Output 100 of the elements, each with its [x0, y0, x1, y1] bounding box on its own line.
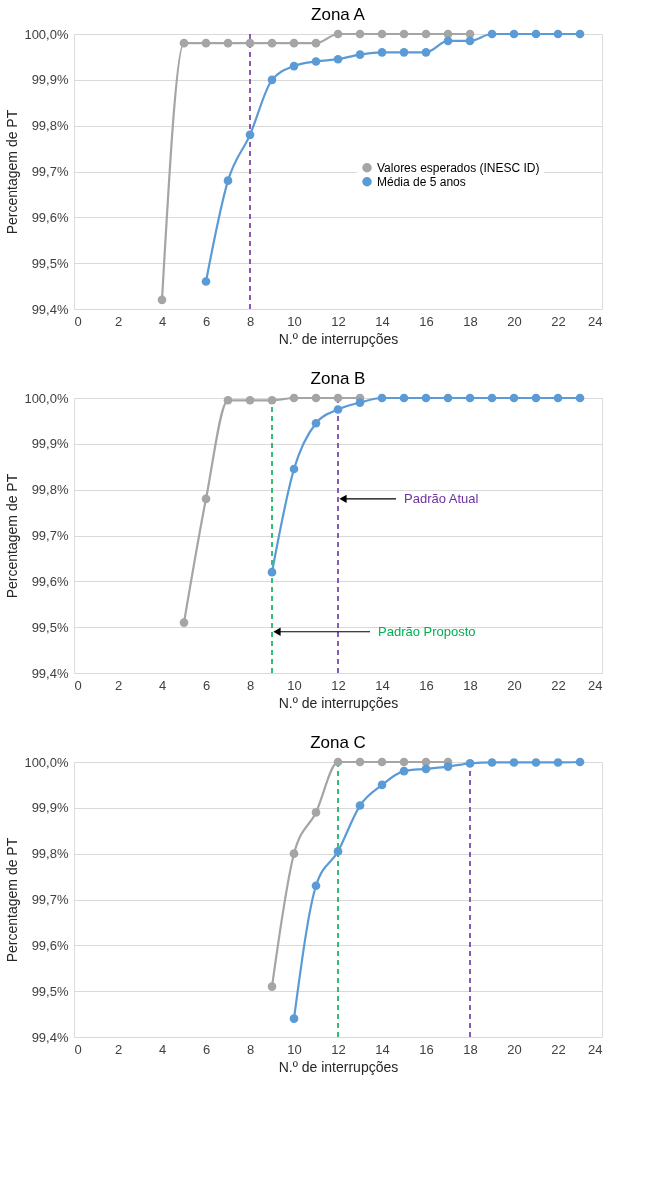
x-tick-label: 12	[331, 313, 346, 329]
x-tick-label: 0	[74, 677, 82, 693]
point	[179, 38, 189, 48]
x-tick-label: 4	[158, 677, 167, 693]
point	[289, 1014, 299, 1023]
y-tick-label: 99,7%	[31, 164, 69, 179]
x-tick-label: 20	[507, 313, 522, 329]
y-tick-label: 99,4%	[31, 301, 69, 317]
annotation: Padrão Proposto	[378, 623, 476, 639]
point	[443, 36, 453, 46]
y-tick-label: 99,9%	[31, 436, 69, 452]
x-tick-label: 0	[74, 1041, 82, 1057]
point	[267, 567, 277, 577]
point	[377, 780, 387, 790]
y-tick-label: 99,6%	[31, 573, 69, 589]
point	[487, 758, 497, 767]
x-tick-label: 14	[375, 313, 390, 329]
x-axis-title: N.º de interrupções	[278, 694, 399, 711]
point	[531, 758, 541, 767]
y-axis-title: Percentagem de PT	[4, 109, 21, 235]
y-tick-label: 99,8%	[31, 482, 69, 498]
y-tick-label: 99,5%	[31, 619, 69, 635]
y-tick-label: 99,9%	[31, 800, 69, 816]
y-tick-label: 99,4%	[31, 1029, 69, 1045]
point	[333, 54, 343, 64]
y-tick-label: 99,5%	[31, 255, 69, 271]
point	[223, 395, 233, 405]
point	[201, 277, 211, 286]
x-tick-label: 18	[463, 1041, 478, 1057]
point	[399, 48, 409, 57]
x-tick-label: 16	[419, 1041, 434, 1057]
annotation: Padrão Atual	[404, 490, 479, 506]
x-tick-label: 10	[287, 313, 302, 329]
x-tick-label: 24	[588, 313, 603, 329]
x-tick-label: 6	[202, 1041, 211, 1057]
point	[509, 758, 519, 767]
y-tick-label: 99,4%	[31, 665, 69, 681]
point	[245, 38, 255, 48]
y-tick-label: 99,6%	[31, 209, 69, 225]
point	[311, 418, 321, 428]
point	[223, 176, 233, 185]
x-tick-label: 20	[507, 677, 522, 693]
x-tick-label: 14	[375, 677, 390, 693]
point	[179, 618, 189, 627]
point	[157, 295, 167, 305]
point	[267, 75, 277, 85]
chart-title: Zona C	[310, 733, 366, 752]
point	[267, 982, 277, 991]
y-tick-label: 99,6%	[31, 937, 69, 953]
x-tick-label: 12	[331, 677, 346, 693]
x-tick-label: 6	[202, 677, 211, 693]
point	[355, 398, 365, 407]
y-tick-label: 99,5%	[31, 983, 69, 999]
point	[289, 38, 299, 48]
point	[289, 61, 299, 71]
point	[201, 38, 211, 48]
y-tick-label: 100,0%	[24, 26, 69, 42]
x-tick-label: 10	[287, 677, 302, 693]
y-axis-title: Percentagem de PT	[4, 473, 21, 599]
point	[377, 48, 387, 57]
y-tick-label: 100,0%	[24, 754, 69, 770]
point	[421, 48, 431, 57]
point	[245, 395, 255, 405]
point	[443, 762, 453, 771]
x-tick-label: 6	[202, 313, 211, 329]
x-tick-label: 18	[463, 313, 478, 329]
x-tick-label: 14	[375, 1041, 390, 1057]
y-tick-label: 99,7%	[31, 892, 69, 907]
point	[399, 766, 409, 776]
y-axis-title: Percentagem de PT	[4, 837, 21, 963]
x-tick-label: 16	[419, 313, 434, 329]
x-tick-label: 22	[551, 1041, 566, 1057]
point	[245, 130, 255, 140]
y-tick-label: 100,0%	[24, 390, 69, 406]
y-tick-label: 99,8%	[31, 846, 69, 862]
point	[333, 847, 343, 856]
x-tick-label: 12	[331, 1041, 346, 1057]
x-axis-title: N.º de interrupções	[278, 1058, 399, 1075]
x-tick-label: 18	[463, 677, 478, 693]
y-tick-label: 99,9%	[31, 72, 69, 88]
legend-label: Média de 5 anos	[377, 174, 466, 189]
y-tick-label: 99,7%	[31, 528, 69, 543]
point	[311, 38, 321, 48]
point	[355, 801, 365, 810]
point	[289, 849, 299, 858]
point	[465, 36, 475, 46]
legend-label: Valores esperados (INESC ID)	[377, 160, 540, 175]
point	[267, 395, 277, 405]
point	[333, 405, 343, 414]
x-tick-label: 2	[114, 677, 123, 693]
x-tick-label: 24	[588, 677, 603, 693]
x-tick-label: 20	[507, 1041, 522, 1057]
point	[465, 759, 475, 768]
x-axis-title: N.º de interrupções	[278, 330, 399, 347]
point	[311, 57, 321, 66]
point	[553, 758, 563, 767]
point	[311, 808, 321, 817]
chart-title: Zona A	[311, 5, 366, 24]
x-tick-label: 8	[246, 677, 255, 693]
x-tick-label: 16	[419, 677, 434, 693]
